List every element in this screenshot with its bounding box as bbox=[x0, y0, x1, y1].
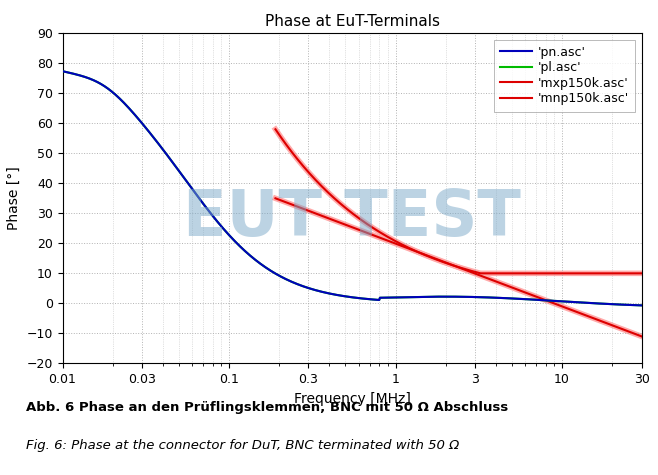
Text: EUT TEST: EUT TEST bbox=[183, 187, 521, 249]
'pl.asc' bbox=[59, 68, 66, 74]
'mnp150k.asc' bbox=[366, 231, 374, 237]
Text: Abb. 6 Phase an den Prüflingsklemmen, BNC mit 50 Ω Abschluss: Abb. 6 Phase an den Prüflingsklemmen, BN… bbox=[26, 401, 509, 414]
Title: Phase at EuT-Terminals: Phase at EuT-Terminals bbox=[265, 14, 440, 29]
'mxp150k.asc' bbox=[517, 270, 524, 276]
'mxp150k.asc' bbox=[336, 200, 344, 206]
'mnp150k.asc' bbox=[638, 333, 645, 339]
'pl.asc' bbox=[557, 298, 565, 304]
'pl.asc' bbox=[638, 303, 645, 308]
'mxp150k.asc' bbox=[547, 270, 555, 276]
'mxp150k.asc' bbox=[488, 270, 495, 276]
Line: 'pn.asc': 'pn.asc' bbox=[63, 71, 642, 305]
'pl.asc' bbox=[410, 294, 418, 300]
'pn.asc' bbox=[410, 294, 418, 300]
'mnp150k.asc' bbox=[272, 196, 280, 201]
'pn.asc' bbox=[94, 79, 102, 85]
'mnp150k.asc' bbox=[336, 220, 344, 226]
'pl.asc' bbox=[428, 294, 436, 300]
'mnp150k.asc' bbox=[488, 277, 495, 283]
Line: 'mxp150k.asc': 'mxp150k.asc' bbox=[276, 129, 642, 273]
'mxp150k.asc' bbox=[638, 270, 645, 276]
'mxp150k.asc' bbox=[272, 126, 280, 132]
'mxp150k.asc' bbox=[477, 270, 485, 276]
Line: 'mnp150k.asc': 'mnp150k.asc' bbox=[276, 199, 642, 336]
'pn.asc' bbox=[557, 298, 565, 304]
'pn.asc' bbox=[59, 68, 66, 74]
'pn.asc' bbox=[638, 303, 645, 308]
'mnp150k.asc' bbox=[437, 258, 445, 264]
'mxp150k.asc' bbox=[437, 258, 445, 264]
'pn.asc' bbox=[497, 295, 505, 301]
'mxp150k.asc' bbox=[366, 223, 374, 228]
Line: 'pl.asc': 'pl.asc' bbox=[63, 71, 642, 305]
'pl.asc' bbox=[395, 294, 403, 300]
'pl.asc' bbox=[497, 295, 505, 301]
'mnp150k.asc' bbox=[516, 288, 524, 294]
Legend: 'pn.asc', 'pl.asc', 'mxp150k.asc', 'mnp150k.asc': 'pn.asc', 'pl.asc', 'mxp150k.asc', 'mnp1… bbox=[494, 39, 636, 112]
'mnp150k.asc' bbox=[547, 299, 555, 305]
'pn.asc' bbox=[395, 294, 403, 300]
Text: Fig. 6: Phase at the connector for DuT, BNC terminated with 50 Ω: Fig. 6: Phase at the connector for DuT, … bbox=[26, 439, 459, 452]
Y-axis label: Phase [°]: Phase [°] bbox=[7, 166, 21, 230]
X-axis label: Frequency [MHz]: Frequency [MHz] bbox=[293, 392, 411, 406]
'pn.asc' bbox=[428, 294, 436, 300]
'pl.asc' bbox=[94, 79, 102, 85]
